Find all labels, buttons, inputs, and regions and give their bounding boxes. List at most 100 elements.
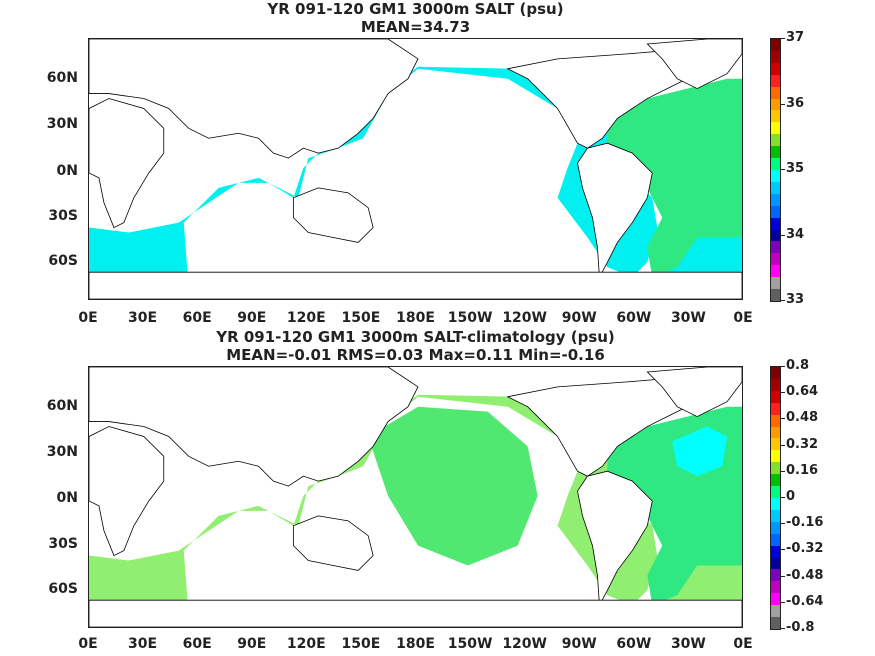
panel1-colorbar-segment xyxy=(771,98,780,111)
panel1-colorbar-tick xyxy=(781,234,785,236)
panel2-australia xyxy=(292,515,374,571)
panel2-colorbar-label-8: -0.48 xyxy=(786,567,824,583)
panel1-colorbar-tick xyxy=(781,103,785,105)
panel1-lon-label-3: 90E xyxy=(237,310,267,326)
panel2-colorbar-segment xyxy=(771,581,780,594)
panel2-colorbar-label-0: 0.8 xyxy=(786,358,810,373)
panel2-greenland xyxy=(646,367,742,418)
panel2-lon-label-10: 60W xyxy=(616,636,652,652)
panel2-lon-label-5: 150E xyxy=(341,636,381,652)
panel2-colorbar-segment xyxy=(771,569,780,582)
panel1-lon-label-12: 0E xyxy=(733,310,753,326)
panel1-colorbar-segment xyxy=(771,241,780,254)
panel1-subtitle: MEAN=34.73 xyxy=(360,18,471,36)
panel2-lon-label-7: 150W xyxy=(447,636,493,652)
panel1-lat-30s: 30S xyxy=(48,208,78,224)
panel1-lat-30n: 30N xyxy=(46,116,78,132)
panel2-colorbar-segment xyxy=(771,521,780,534)
panel2-colorbar-segment xyxy=(771,426,780,439)
panel1-lon-label-5: 150E xyxy=(341,310,381,326)
panel2-colorbar-tick xyxy=(781,418,785,420)
panel1-colorbar-segment xyxy=(771,253,780,266)
panel2-colorbar-label-7: -0.32 xyxy=(786,541,824,557)
panel1-title: YR 091-120 GM1 3000m SALT (psu) xyxy=(267,0,564,18)
panel1-atlantic xyxy=(607,78,742,278)
panel2-colorbar-segment xyxy=(771,486,780,498)
panel2-lat-60n: 60N xyxy=(46,398,78,414)
panel2-colorbar-segment xyxy=(771,402,780,415)
panel2-colorbar-label-1: 0.64 xyxy=(786,384,819,400)
panel1-colorbar-tick xyxy=(781,300,785,301)
panel1-colorbar-label-0: 37 xyxy=(786,30,805,45)
panel1-colorbar-label-2: 35 xyxy=(786,161,805,176)
panel2-lat-0n: 0N xyxy=(56,490,78,506)
panel1-lon-label-2: 60E xyxy=(182,310,212,326)
panel1-map xyxy=(88,38,743,300)
panel2-lon-label-11: 30W xyxy=(670,636,706,652)
panel2-colorbar-segment xyxy=(771,367,780,379)
panel2-colorbar-segment xyxy=(771,390,780,403)
panel2-lon-label-0: 0E xyxy=(78,636,98,652)
panel2-colorbar-segment xyxy=(771,450,780,463)
panel2-lon-label-9: 90W xyxy=(561,636,597,652)
panel2-lon-label-1: 30E xyxy=(128,636,158,652)
panel2-colorbar-label-6: -0.16 xyxy=(786,515,824,531)
panel2-colorbar-segment xyxy=(771,617,780,629)
panel1-colorbar-tick xyxy=(781,38,785,39)
panel1-colorbar-segment xyxy=(771,50,780,63)
panel1-colorbar-segment xyxy=(771,146,780,159)
panel2-colorbar-tick xyxy=(781,575,785,577)
panel2-lat-30s: 30S xyxy=(48,536,78,552)
panel2-map-graphic xyxy=(89,367,742,627)
panel1-colorbar-segment xyxy=(771,74,780,87)
panel2-subtitle: MEAN=-0.01 RMS=0.03 Max=0.11 Min=-0.16 xyxy=(226,346,605,364)
panel1-colorbar-segment xyxy=(771,277,780,290)
panel2-colorbar-segment xyxy=(771,474,780,487)
panel1-lon-label-8: 120W xyxy=(502,310,547,326)
panel2-colorbar-tick xyxy=(781,601,785,603)
panel2-colorbar-segment xyxy=(771,509,780,522)
panel1-lon-label-11: 30W xyxy=(670,310,706,326)
panel1-map-graphic xyxy=(89,39,742,299)
panel1-lon-label-9: 90W xyxy=(561,310,597,326)
panel1-lon-label-0: 0E xyxy=(78,310,98,326)
panel1-colorbar-segment xyxy=(771,265,780,278)
panel2-lon-label-8: 120W xyxy=(502,636,547,652)
panel2-colorbar-segment xyxy=(771,533,780,546)
panel2-lon-label-3: 90E xyxy=(237,636,267,652)
panel2-colorbar-segment xyxy=(771,605,780,618)
panel2-lat-30n: 30N xyxy=(46,444,78,460)
panel2-colorbar-tick xyxy=(781,444,785,446)
panel1-samerica xyxy=(577,142,653,279)
panel1-colorbar-segment xyxy=(771,289,780,301)
panel2-colorbar-tick xyxy=(781,470,785,472)
panel2-colorbar xyxy=(770,366,781,630)
panel1-colorbar-tick xyxy=(781,169,785,170)
panel1-lon-label-4: 120E xyxy=(286,310,326,326)
panel1-colorbar-segment xyxy=(771,39,780,51)
panel1-colorbar-segment xyxy=(771,158,780,170)
panel1-lat-0n: 0N xyxy=(56,163,78,179)
panel2-colorbar-segment xyxy=(771,593,780,606)
panel1-colorbar-segment xyxy=(771,169,780,182)
panel2-lon-label-2: 60E xyxy=(182,636,212,652)
panel1-greenland xyxy=(646,39,742,90)
panel1-lat-60s: 60S xyxy=(48,253,78,269)
panel2-colorbar-label-4: 0.16 xyxy=(786,462,819,478)
panel1-colorbar-label-3: 34 xyxy=(786,226,805,242)
panel1-colorbar xyxy=(770,38,781,302)
panel1-colorbar-segment xyxy=(771,217,780,230)
panel2-lat-60s: 60S xyxy=(48,581,78,597)
panel2-colorbar-segment xyxy=(771,497,780,510)
panel2-colorbar-segment xyxy=(771,378,780,391)
panel1-colorbar-segment xyxy=(771,205,780,218)
panel2-map xyxy=(88,366,743,628)
panel1-africa xyxy=(89,98,165,229)
panel2-pacific-mid xyxy=(368,406,538,566)
panel2-colorbar-tick xyxy=(781,628,785,629)
panel2-lon-label-12: 0E xyxy=(733,636,753,652)
panel1-colorbar-label-4: 33 xyxy=(786,292,805,307)
panel1-colorbar-segment xyxy=(771,193,780,206)
panel1-colorbar-segment xyxy=(771,181,780,194)
panel1-antarctica xyxy=(89,271,742,299)
